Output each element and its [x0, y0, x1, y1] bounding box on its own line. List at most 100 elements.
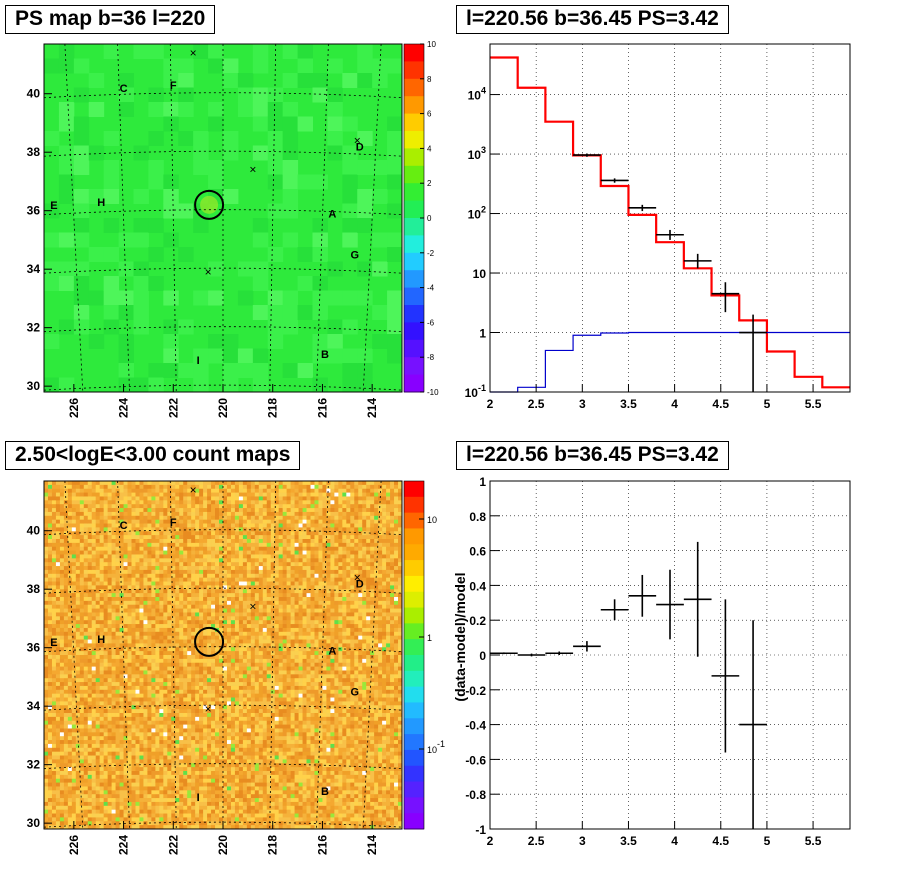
spectrum-grid [489, 44, 850, 393]
count-map-cell [47, 651, 53, 656]
count-map-cell [63, 713, 69, 718]
count-map-cell [103, 573, 108, 578]
count-map-cell [91, 608, 97, 613]
count-map-cell [87, 697, 93, 702]
count-map-cell [215, 662, 220, 667]
count-map-cell [215, 546, 220, 551]
count-map-cell [95, 488, 100, 493]
count-map-cell [59, 635, 65, 640]
count-map-cell [119, 593, 124, 598]
count-map-cell [95, 716, 100, 722]
count-map-cell [103, 709, 108, 714]
count-map-cell [230, 511, 236, 517]
count-map-cell [159, 585, 164, 590]
count-map-cell [55, 616, 61, 621]
count-map-cell [242, 597, 248, 602]
ps-map-cell [267, 203, 284, 219]
count-map-cell [131, 713, 136, 718]
count-map-cell [187, 689, 192, 694]
count-map-cell [127, 655, 132, 660]
count-map-cell [87, 593, 93, 598]
count-map-cell [111, 805, 116, 810]
count-map-cell [99, 716, 104, 722]
count-map-cell [171, 531, 176, 536]
count-map-cell [187, 790, 192, 795]
count-map-cell [119, 585, 124, 590]
count-map-cell [187, 697, 192, 702]
count-map-cell [187, 627, 192, 633]
count-map-cell [155, 713, 160, 718]
count-map-cell [147, 701, 152, 706]
count-map-cell [139, 593, 144, 598]
count-map-cell [139, 678, 144, 683]
count-map-cell [151, 778, 156, 783]
count-map-cell [71, 689, 77, 694]
count-map-cell [203, 500, 208, 505]
count-map-cell [223, 481, 228, 486]
count-map-cell [115, 716, 120, 722]
count-map-cell [59, 600, 65, 606]
count-map-cell [119, 728, 124, 733]
count-map-cell [215, 782, 220, 787]
count-map-cell [143, 817, 148, 822]
count-map-cell [75, 635, 81, 640]
count-map-cell [91, 693, 97, 698]
count-map-cell [242, 697, 248, 702]
count-map-cell [67, 554, 73, 559]
count-map-cell [67, 597, 73, 602]
count-map-cell [175, 767, 180, 772]
count-map-cell [127, 581, 132, 586]
count-map-cell [207, 550, 212, 555]
count-map-cell [238, 778, 244, 783]
count-map-cell [47, 689, 53, 694]
count-map-cell [159, 635, 164, 640]
count-map-cell [71, 612, 77, 617]
count-map-cell [111, 743, 116, 749]
count-map-cell [51, 604, 57, 609]
count-map-cell [226, 782, 232, 787]
count-map-cell [59, 713, 65, 718]
count-map-cell [226, 817, 232, 822]
count-map-cell [242, 593, 248, 598]
count-map-cell [44, 573, 49, 578]
ps-map-cell [312, 276, 328, 291]
count-map-cell [123, 597, 128, 602]
count-map-cell [167, 809, 172, 814]
count-map-cell [143, 612, 148, 617]
count-map-cell [215, 805, 220, 810]
count-map-cell [199, 743, 204, 749]
count-map-cell [211, 612, 216, 617]
count-map-cell [63, 705, 69, 710]
count-map-cell [44, 778, 49, 783]
count-map-cell [119, 778, 124, 783]
count-map-cell [115, 809, 120, 814]
count-map-cell [183, 825, 188, 830]
count-map-cell [47, 720, 53, 725]
count-map-cell [87, 728, 93, 733]
count-map-cell [230, 666, 236, 671]
count-map-cell [163, 500, 168, 505]
count-map-cell [207, 805, 212, 810]
count-map-cell [119, 697, 124, 702]
count-map-cell [55, 566, 61, 571]
count-map-cell [71, 751, 77, 756]
ps-map-cell [387, 348, 403, 364]
count-map-cell [119, 515, 124, 520]
count-map-cell [103, 566, 108, 571]
count-map-cell [147, 782, 152, 787]
count-map-cell [242, 562, 248, 567]
count-map-cell [111, 658, 116, 664]
count-map-cell [79, 682, 85, 687]
count-map-cell [83, 728, 89, 733]
count-map-cell [163, 620, 168, 625]
count-map-cell [143, 728, 148, 733]
colorbar-tick-label: -8 [427, 353, 435, 362]
count-map-cell [143, 504, 148, 509]
count-map-cell [163, 786, 168, 791]
count-map-cell [83, 562, 89, 567]
count-map-cell [223, 604, 228, 609]
count-map-cell [87, 809, 93, 814]
ps-map-cell [208, 102, 224, 117]
count-map-cell [175, 496, 180, 501]
count-map-cell [87, 635, 93, 640]
